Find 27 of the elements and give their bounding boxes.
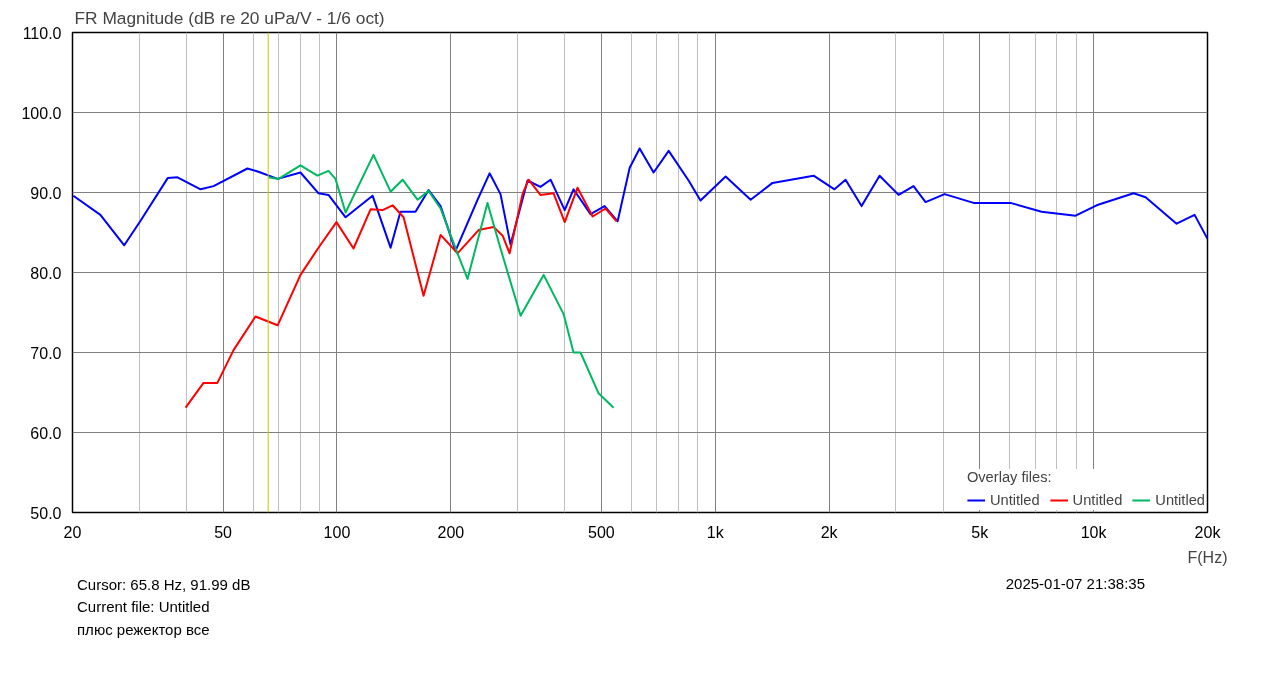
- legend-title: Overlay files:: [966, 469, 1053, 485]
- legend-label: Untitled: [989, 492, 1040, 508]
- x-tick-label: 5k: [971, 523, 990, 541]
- legend-label: Untitled: [1155, 492, 1205, 508]
- x-tick-label: 50: [214, 523, 233, 541]
- text: 2025-01-07 21:38:35: [1005, 574, 1145, 594]
- x-tick-label: 2k: [820, 523, 839, 541]
- x-tick-label: 1k: [706, 523, 725, 541]
- x-axis-title: F(Hz): [1187, 548, 1228, 566]
- x-tick-label: 10k: [1080, 523, 1108, 541]
- y-tick-label: 80.0: [30, 264, 62, 282]
- y-tick-label: 60.0: [30, 424, 62, 442]
- y-tick-label: 50.0: [30, 504, 62, 522]
- text: Cursor: 65.8 Hz, 91.99 dB: [77, 575, 251, 595]
- x-tick-label: 20k: [1194, 523, 1222, 541]
- y-tick-label: 70.0: [30, 344, 62, 362]
- x-tick-label: 100: [323, 523, 351, 541]
- legend-label: Untitled: [1072, 492, 1123, 508]
- x-tick-label: 500: [588, 523, 615, 541]
- chart-title: FR Magnitude (dB re 20 uPa/V - 1/6 oct): [74, 7, 385, 28]
- text: Current file: Untitled: [77, 597, 211, 618]
- text: плюс режектор все: [77, 619, 211, 640]
- y-tick-label: 90.0: [30, 184, 62, 202]
- x-tick-label: 200: [437, 523, 465, 541]
- x-tick-label: 20: [63, 523, 82, 541]
- y-tick-label: 100.0: [21, 104, 62, 122]
- y-tick-label: 110.0: [22, 24, 62, 42]
